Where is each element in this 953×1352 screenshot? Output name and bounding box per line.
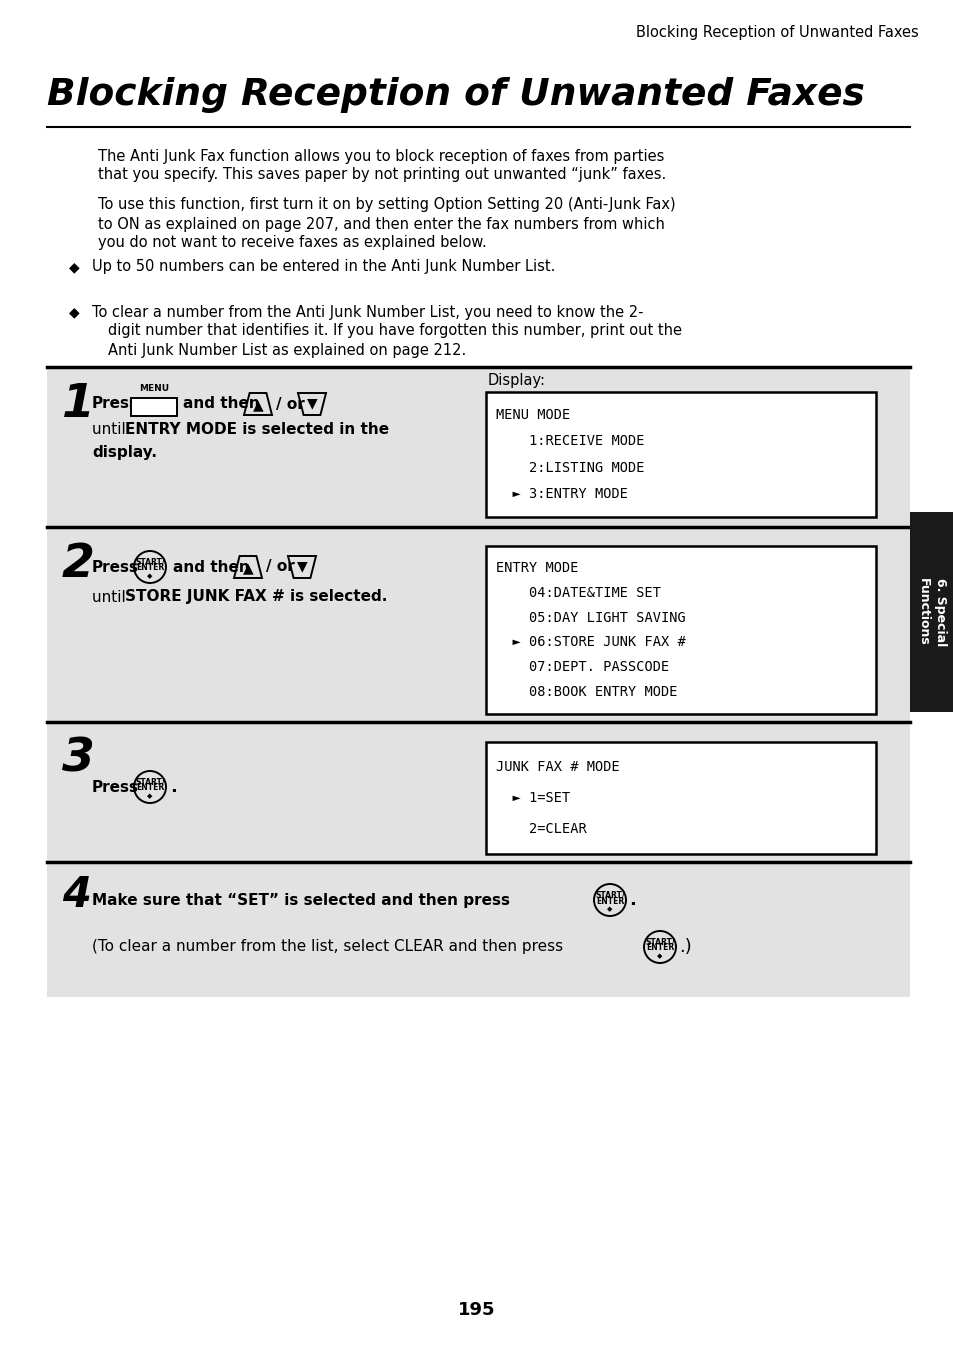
Text: 6. Special
Functions: 6. Special Functions [916,577,946,646]
Text: 08:BOOK ENTRY MODE: 08:BOOK ENTRY MODE [496,684,677,699]
FancyBboxPatch shape [909,512,953,713]
Text: ▼: ▼ [296,558,307,573]
Text: 05:DAY LIGHT SAVING: 05:DAY LIGHT SAVING [496,611,685,625]
Text: ◆: ◆ [657,953,662,959]
Text: Up to 50 numbers can be entered in the Anti Junk Number List.: Up to 50 numbers can be entered in the A… [91,260,555,274]
Text: .: . [628,891,636,909]
Text: 04:DATE&TIME SET: 04:DATE&TIME SET [496,585,660,600]
Text: ENTRY MODE is selected in the: ENTRY MODE is selected in the [125,422,389,437]
Text: Make sure that “SET” is selected and then press: Make sure that “SET” is selected and the… [91,892,510,907]
FancyBboxPatch shape [131,397,177,416]
Text: To use this function, first turn it on by setting Option Setting 20 (Anti-Junk F: To use this function, first turn it on b… [98,197,675,212]
Text: / or: / or [275,396,304,411]
Text: ENTRY MODE: ENTRY MODE [496,561,578,576]
Text: until: until [91,422,131,437]
Text: Press: Press [91,560,139,575]
Text: The Anti Junk Fax function allows you to block reception of faxes from parties: The Anti Junk Fax function allows you to… [98,149,663,164]
Text: STORE JUNK FAX # is selected.: STORE JUNK FAX # is selected. [125,589,387,604]
Text: ENTER: ENTER [135,564,164,572]
Text: 4: 4 [62,873,91,917]
Text: digit number that identifies it. If you have forgotten this number, print out th: digit number that identifies it. If you … [108,323,681,338]
Text: START/: START/ [135,777,165,787]
Text: ► 06:STORE JUNK FAX #: ► 06:STORE JUNK FAX # [496,635,685,649]
Text: 1: 1 [62,383,94,427]
Text: MENU: MENU [139,384,169,393]
Text: START/: START/ [595,891,624,899]
Text: To clear a number from the Anti Junk Number List, you need to know the 2-: To clear a number from the Anti Junk Num… [91,304,643,319]
Text: that you specify. This saves paper by not printing out unwanted “junk” faxes.: that you specify. This saves paper by no… [98,168,665,183]
Text: 1:RECEIVE MODE: 1:RECEIVE MODE [496,434,644,449]
Text: to ON as explained on page 207, and then enter the fax numbers from which: to ON as explained on page 207, and then… [98,216,664,231]
FancyBboxPatch shape [47,527,909,722]
Text: Press: Press [91,780,139,795]
Text: ▲: ▲ [253,397,263,412]
Text: .: . [170,777,176,796]
Text: Anti Junk Number List as explained on page 212.: Anti Junk Number List as explained on pa… [108,342,466,357]
Text: MENU MODE: MENU MODE [496,408,570,422]
Text: 2:LISTING MODE: 2:LISTING MODE [496,461,644,475]
Text: ENTER: ENTER [135,784,164,792]
FancyBboxPatch shape [47,366,909,527]
Text: ► 3:ENTRY MODE: ► 3:ENTRY MODE [496,487,627,500]
Text: until: until [91,589,131,604]
Text: you do not want to receive faxes as explained below.: you do not want to receive faxes as expl… [98,235,486,250]
Text: ► 1=SET: ► 1=SET [496,791,570,804]
FancyBboxPatch shape [485,392,875,516]
Text: (To clear a number from the list, select CLEAR and then press: (To clear a number from the list, select… [91,940,562,955]
Text: ◆: ◆ [607,906,612,913]
Text: 07:DEPT. PASSCODE: 07:DEPT. PASSCODE [496,660,669,675]
Text: and then: and then [172,560,250,575]
Text: ◆: ◆ [147,573,152,579]
FancyBboxPatch shape [47,722,909,863]
Text: / or: / or [266,560,294,575]
Text: 3: 3 [62,737,94,781]
Text: and then: and then [183,396,259,411]
Text: 195: 195 [457,1301,496,1320]
Text: ENTER: ENTER [645,944,674,953]
Text: START/: START/ [135,557,165,566]
Text: Display:: Display: [488,373,545,388]
Text: JUNK FAX # MODE: JUNK FAX # MODE [496,760,619,775]
Text: ◆: ◆ [69,306,79,319]
Text: 2: 2 [62,542,94,587]
Text: ▼: ▼ [306,396,317,410]
FancyBboxPatch shape [485,546,875,714]
Text: ◆: ◆ [69,260,79,274]
Text: Blocking Reception of Unwanted Faxes: Blocking Reception of Unwanted Faxes [636,24,918,39]
Text: ENTER: ENTER [596,896,623,906]
FancyBboxPatch shape [485,742,875,854]
FancyBboxPatch shape [47,863,909,996]
Text: Press: Press [91,396,139,411]
Text: Blocking Reception of Unwanted Faxes: Blocking Reception of Unwanted Faxes [47,77,864,114]
Text: display.: display. [91,445,157,460]
Text: START/: START/ [644,937,674,946]
Text: ◆: ◆ [147,794,152,799]
Text: .): .) [679,938,691,956]
Text: 2=CLEAR: 2=CLEAR [496,822,586,836]
Text: ▲: ▲ [242,561,253,575]
